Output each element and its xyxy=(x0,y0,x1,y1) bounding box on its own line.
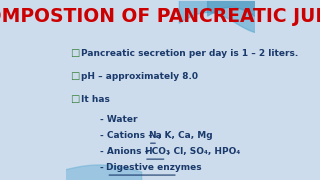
Text: - Cations –: - Cations – xyxy=(100,131,156,140)
Text: COMPOSTION OF PANCREATIC JUICE: COMPOSTION OF PANCREATIC JUICE xyxy=(0,7,320,26)
Text: HCO₃: HCO₃ xyxy=(144,147,170,156)
Text: -: - xyxy=(100,163,107,172)
Text: Pancreatic secretion per day is 1 – 2 liters.: Pancreatic secretion per day is 1 – 2 li… xyxy=(81,49,298,58)
Text: - Anions –: - Anions – xyxy=(100,147,152,156)
Text: , Cl, SO₄, HPO₄: , Cl, SO₄, HPO₄ xyxy=(167,147,240,156)
Text: - Water: - Water xyxy=(100,115,137,124)
Text: Digestive enzymes: Digestive enzymes xyxy=(106,163,202,172)
Text: ☐: ☐ xyxy=(69,72,79,82)
Text: Na: Na xyxy=(148,131,162,140)
Text: ☐: ☐ xyxy=(69,49,79,59)
Text: ☐: ☐ xyxy=(69,95,79,105)
Text: , K, Ca, Mg: , K, Ca, Mg xyxy=(158,131,213,140)
Text: It has: It has xyxy=(81,95,110,104)
Text: pH – approximately 8.0: pH – approximately 8.0 xyxy=(81,72,198,81)
